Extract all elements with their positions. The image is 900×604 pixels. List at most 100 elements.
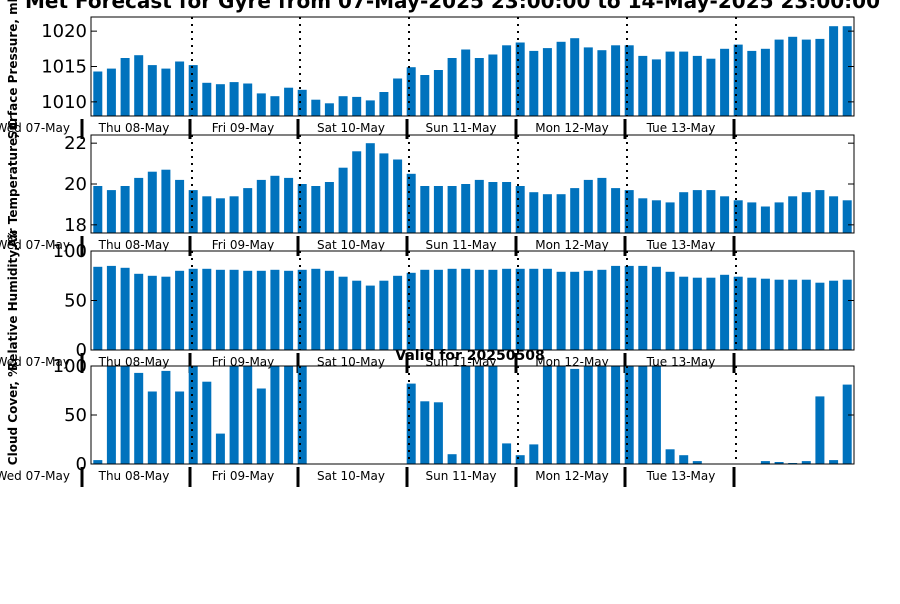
bar <box>161 169 171 233</box>
bar <box>801 39 811 116</box>
x-day-label: Sat 10-May <box>317 238 385 252</box>
bar <box>542 48 552 116</box>
bar <box>842 279 852 350</box>
bar <box>515 268 525 350</box>
bar <box>215 198 225 233</box>
bar <box>788 36 798 116</box>
bar <box>106 265 116 350</box>
bar <box>120 267 130 350</box>
x-day-label: Mon 12-May <box>535 238 609 252</box>
bar-series <box>93 366 852 464</box>
bar <box>583 47 593 116</box>
bar <box>420 269 430 350</box>
bar <box>515 186 525 233</box>
bar <box>379 92 389 116</box>
bar <box>406 272 416 350</box>
bar <box>515 42 525 116</box>
bar <box>202 196 212 233</box>
bar <box>474 366 484 464</box>
bar <box>597 50 607 116</box>
y-tick-label: 20 <box>64 174 87 195</box>
bar <box>188 366 198 464</box>
bar <box>352 151 362 233</box>
bar <box>134 177 144 233</box>
bar <box>202 82 212 116</box>
y-tick-label: 0 <box>76 340 87 361</box>
bar <box>651 366 661 464</box>
bar <box>801 461 811 464</box>
bar <box>529 192 539 233</box>
y-axis-label: Air Temperature, C <box>6 120 20 248</box>
bar <box>583 366 593 464</box>
bar <box>611 366 621 464</box>
bar <box>270 96 280 116</box>
bar <box>270 269 280 350</box>
bar <box>161 276 171 350</box>
x-day-label: Thu 08-May <box>98 121 170 135</box>
bar <box>161 370 171 464</box>
bar <box>297 269 307 350</box>
bar <box>256 388 266 464</box>
x-start-label: Wed 07-May <box>0 469 70 483</box>
y-tick-label: 1020 <box>41 21 87 42</box>
bar <box>597 177 607 233</box>
bar <box>570 368 580 464</box>
bar <box>147 275 157 350</box>
bar <box>733 276 743 350</box>
bar <box>760 206 770 233</box>
bar <box>556 194 566 233</box>
bar <box>570 271 580 350</box>
bar <box>461 366 471 464</box>
bar <box>692 55 702 116</box>
bar <box>284 366 294 464</box>
bar-series <box>93 26 852 116</box>
bar <box>243 83 253 116</box>
bar <box>815 38 825 116</box>
bar <box>270 366 280 464</box>
y-tick-label: 18 <box>64 215 87 236</box>
bar <box>311 99 321 116</box>
bar <box>529 50 539 116</box>
x-day-label: Mon 12-May <box>535 469 609 483</box>
bar <box>447 454 457 464</box>
bar <box>801 192 811 233</box>
bar <box>815 190 825 233</box>
bar <box>474 58 484 116</box>
x-day-label: Sun 11-May <box>425 469 496 483</box>
bar <box>379 153 389 233</box>
bar <box>93 71 103 116</box>
bar <box>747 50 757 116</box>
bar <box>175 270 185 350</box>
bar <box>788 279 798 350</box>
bar <box>420 401 430 464</box>
bar <box>611 188 621 233</box>
y-tick-label: 1015 <box>41 57 87 78</box>
bar <box>338 96 348 116</box>
bar <box>788 196 798 233</box>
bar <box>829 280 839 350</box>
bar <box>651 200 661 233</box>
bar <box>365 100 375 116</box>
bar <box>134 273 144 350</box>
bar <box>651 59 661 116</box>
y-axis-label: Cloud Cover, % <box>6 365 20 465</box>
x-start-label: Wed 07-May <box>0 238 70 252</box>
bar <box>474 269 484 350</box>
bar <box>433 269 443 350</box>
bar <box>692 277 702 350</box>
bar <box>229 82 239 116</box>
bar <box>447 58 457 116</box>
bar <box>393 78 403 116</box>
bar <box>352 280 362 350</box>
y-tick-label: 50 <box>64 405 87 426</box>
bar <box>120 366 130 464</box>
bar <box>542 194 552 233</box>
x-day-label: Fri 09-May <box>212 469 275 483</box>
bar <box>284 177 294 233</box>
bar <box>461 184 471 233</box>
x-start-label: Wed 07-May <box>0 355 70 369</box>
bar <box>706 190 716 233</box>
bar <box>243 270 253 350</box>
